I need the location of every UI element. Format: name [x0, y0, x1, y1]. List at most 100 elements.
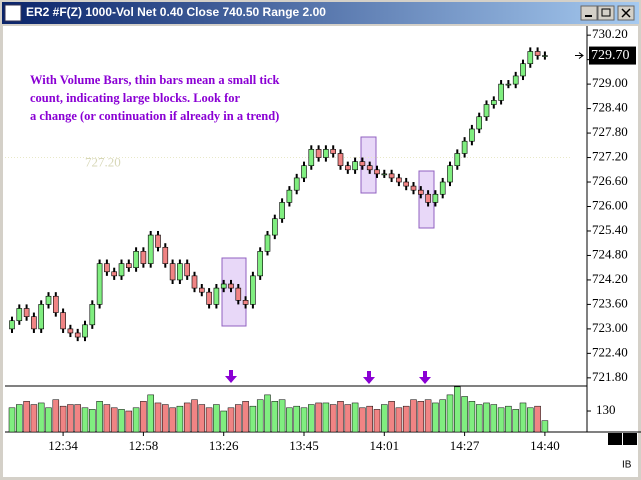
candle-body [337, 153, 344, 167]
candle-body [206, 291, 212, 305]
volume-bar [293, 405, 300, 433]
volume-bar [132, 407, 140, 433]
annotation: With Volume Bars, thin bars mean a small… [30, 73, 279, 123]
window-title: ER2 #F(Z) 1000-Vol Net 0.40 Close 740.50… [26, 5, 326, 19]
status-block [608, 433, 622, 445]
candle-body [410, 185, 417, 191]
candle-body [330, 149, 337, 154]
candle-body [126, 263, 132, 268]
volume-bar [169, 407, 176, 433]
candle-body [74, 332, 81, 338]
volume-bar [110, 407, 118, 433]
volume-bar [205, 407, 213, 433]
candle-body [111, 271, 117, 277]
x-tick-label: 12:34 [48, 438, 78, 453]
candle-body [490, 100, 497, 105]
volume-bar [446, 394, 454, 433]
minimize-button[interactable] [580, 5, 598, 21]
candle-body [323, 149, 329, 158]
corner-label: IB [622, 460, 632, 471]
volume-bar [220, 410, 227, 433]
volume-bar [23, 401, 30, 433]
candle-body [162, 246, 169, 264]
volume-bar [497, 407, 505, 433]
volume-bar [373, 409, 381, 433]
candle-body [542, 55, 548, 57]
volume-bar [337, 401, 344, 433]
volume-bar [344, 404, 352, 433]
y-tick-label: 727.80 [592, 124, 628, 139]
candle-body [133, 251, 139, 268]
x-tick-label: 14:40 [530, 438, 560, 453]
volume-bar [388, 401, 395, 433]
candle-body [505, 83, 512, 86]
candle-body [301, 165, 307, 179]
volume-bar [89, 409, 96, 433]
volume-bar [147, 394, 154, 433]
volume-bar [461, 396, 468, 433]
candle-body [169, 263, 176, 281]
arrow [419, 371, 431, 384]
volume-bar [505, 405, 512, 433]
volume-bar [315, 402, 322, 433]
candle-body [432, 193, 439, 203]
x-tick-label: 13:45 [289, 438, 319, 453]
y-tick-label: 723.00 [592, 320, 628, 335]
candle-body [403, 181, 410, 187]
candle-body [293, 177, 300, 191]
candle-body [257, 251, 264, 277]
candle-body [469, 128, 475, 142]
candle-body [140, 251, 147, 264]
window-buttons[interactable] [580, 5, 635, 21]
candle-body [45, 295, 52, 305]
volume-bar [264, 394, 271, 433]
annotation-line: count, indicating large blocks. Look for [30, 91, 241, 105]
volume-bar [512, 409, 519, 433]
candle-body [286, 189, 293, 203]
volume-bar [417, 401, 425, 433]
volume-bar [249, 405, 257, 433]
volume-bar [432, 402, 439, 433]
volume-bar [59, 405, 67, 433]
annotation-line: a change (or continuation if already in … [30, 109, 279, 123]
app-icon [4, 4, 22, 22]
volume-bar [162, 404, 169, 433]
volume-bar [242, 401, 249, 433]
last-price-box [589, 46, 636, 65]
candle-body [250, 275, 256, 305]
x-tick-label: 13:26 [209, 438, 239, 453]
candle-body [96, 263, 103, 305]
volume-bar [256, 399, 264, 433]
candle-body [213, 287, 220, 305]
volume-bar [483, 402, 490, 433]
candle-body [374, 169, 380, 175]
candle-body [104, 263, 110, 273]
volume-bar [381, 404, 388, 433]
candle-body [352, 161, 358, 171]
x-tick-label: 12:58 [129, 438, 159, 453]
volume-bar [30, 404, 38, 433]
volume-bar [395, 407, 403, 433]
volume-bar [213, 404, 220, 433]
volume-bar [125, 410, 133, 433]
candle-body [199, 287, 205, 293]
y-tick-label: 724.20 [592, 271, 628, 286]
maximize-button[interactable] [597, 5, 615, 21]
candle-body [31, 316, 37, 330]
candle-body [38, 304, 45, 330]
volume-bar [475, 404, 483, 433]
volume-bar [519, 402, 527, 433]
candle-body [315, 149, 322, 158]
annotation-line: With Volume Bars, thin bars mean a small… [30, 73, 279, 87]
volume-bar [322, 402, 330, 433]
candle-body [381, 173, 388, 176]
candle-body [439, 181, 446, 195]
candle-body [476, 116, 483, 130]
y-tick-label: 729.00 [592, 75, 628, 90]
y-tick-label: 725.40 [592, 222, 628, 237]
volume-bar [402, 405, 410, 433]
volume-bar [37, 402, 45, 433]
candle-body [228, 283, 234, 289]
y-tick-label: 727.20 [592, 149, 628, 164]
